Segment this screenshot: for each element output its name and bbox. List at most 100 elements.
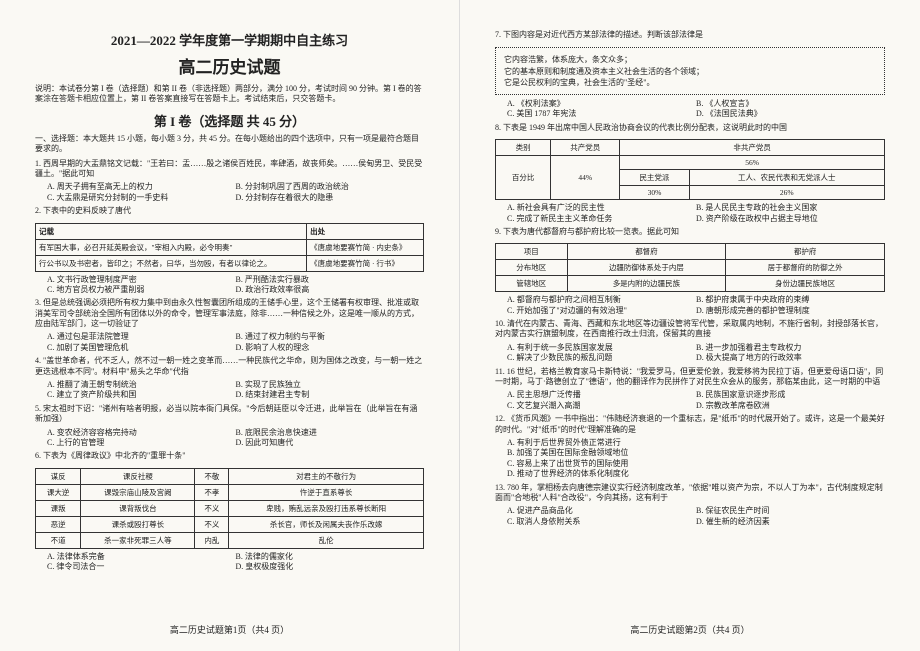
q8: 8. 下表是 1949 年出席中国人民政治协商会议的代表比例分配表，这说明此时的… <box>495 123 885 133</box>
q12d: D. 推动了世界经济的体系化制度化 <box>507 469 885 479</box>
q9-r1c2: 边疆防御体系处于内层 <box>567 260 726 276</box>
q10a: A. 有利于统一多民族国家发展 <box>507 343 696 353</box>
q1b: B. 分封制巩固了西周的政治统治 <box>236 182 425 192</box>
q11c: C. 文艺复兴潮入高潮 <box>507 401 696 411</box>
q6-r3c2: 课杀或殴打尊长 <box>81 516 195 532</box>
q6-table: 谋反课反社稷不敬对君主的不敬行为 课大逆课毁宗庙山陵及宫阙不孝忤逆于直系尊长 课… <box>35 468 424 549</box>
q5d: D. 因此可知唐代 <box>236 438 425 448</box>
q2-h1: 记载 <box>36 223 307 239</box>
q11d: D. 宗教改革席卷欧洲 <box>696 401 885 411</box>
q11: 11. 16 世纪，若格兰教育家马卡斯特说："我爱罗马，但更爱伦敦，我爱移将为民… <box>495 367 885 388</box>
q3: 3. 但是总统强调必须把所有权力集中到由永久性智囊团所组成的王储手心里，这个王储… <box>35 298 424 329</box>
q6b: B. 法律的儒家化 <box>236 552 425 562</box>
q6-r4c1: 不道 <box>36 532 81 548</box>
q7d: D. 《法国民法典》 <box>696 109 885 119</box>
q13d: D. 催生新的经济因素 <box>696 517 885 527</box>
q2d: D. 政治行政效率很高 <box>236 285 425 295</box>
q4c: C. 建立了资产阶级共和国 <box>47 390 236 400</box>
q9-r1c3: 居于都督府的防御之外 <box>726 260 885 276</box>
q5a: A. 变农经济容容格完持动 <box>47 428 236 438</box>
q6-r1c4: 忤逆于直系尊长 <box>229 484 424 500</box>
q9d: D. 唐朝形成完善的都护管理制度 <box>696 306 885 316</box>
q13a: A. 促进产品商品化 <box>507 506 696 516</box>
q12a: A. 有利于后世界贸外债正常进行 <box>507 438 885 448</box>
q8-r1c3: 56% <box>620 156 885 170</box>
q7-box: 它内容浩繁，体系庞大，条文众多； 它的基本原则和制度通及资本主义社会生活的各个领… <box>495 47 885 95</box>
q9b: B. 都护府隶属于中央政府的束缚 <box>696 295 885 305</box>
q8a: A. 新社会具有广泛的民主性 <box>507 203 696 213</box>
q3b: B. 通过了权力制约与平衡 <box>236 332 425 342</box>
q8-h3: 非共产党员 <box>620 140 885 156</box>
q8-options: A. 新社会具有广泛的民主性 B. 是人民民主专政的社会主义国家 C. 完成了新… <box>495 203 885 224</box>
q6-r4c2: 杀一家非死罪三人等 <box>81 532 195 548</box>
q13: 13. 780 年，掌相杨去向唐德宗建议实行经济制度改革，"依据"唯以资产为宗，… <box>495 483 885 504</box>
q10: 10. 清代在内蒙古、青海、西藏和东北地区等边疆设管将军代管，采取属内地制，不施… <box>495 319 885 340</box>
q8-h2: 共产党员 <box>551 140 620 156</box>
q10c: C. 解决了少数民族的叛乱问题 <box>507 353 696 363</box>
q3c: C. 加剧了美国管理危机 <box>47 343 236 353</box>
q9-options: A. 都督府与都护府之间相互制衡 B. 都护府隶属于中央政府的束缚 C. 开始加… <box>495 295 885 316</box>
q4d: D. 结束封建君主专制 <box>236 390 425 400</box>
q5-options: A. 变农经济容容格完持动 B. 底限民余治息快速进 C. 上行的官管理 D. … <box>35 428 424 449</box>
q6-r2c4: 卑贱，贿乱远亲及殴打违系尊长断阳 <box>229 500 424 516</box>
q8c: C. 完成了新民主主义革命任务 <box>507 214 696 224</box>
q6: 6. 下表为《周律政议》中北齐的"重罪十条" <box>35 451 424 461</box>
q9-h2: 都督府 <box>567 244 726 260</box>
q6-h3: 不敬 <box>195 468 229 484</box>
q6a: A. 法律体系完备 <box>47 552 236 562</box>
q3a: A. 通过包是菲法院管理 <box>47 332 236 342</box>
q9-table: 项目都督府都护府 分布地区边疆防御体系处于内层居于都督府的防御之外 管辖地区多是… <box>495 243 885 292</box>
q9-r2c1: 管辖地区 <box>496 276 568 292</box>
page-left: 2021—2022 学年度第一学期期中自主练习 高二历史试题 说明：本试卷分第 … <box>0 0 460 651</box>
q6-r4c4: 乱伦 <box>229 532 424 548</box>
q6-r3c3: 不义 <box>195 516 229 532</box>
q12: 12. 《货币风潮》一书中指出："伟随经济衰退的一个重标志，是"纸币"的时代展开… <box>495 414 885 435</box>
sub-title: 高二历史试题 <box>35 53 424 78</box>
q6-h2: 课反社稷 <box>81 468 195 484</box>
q8-r1c1: 百分比 <box>496 156 551 200</box>
q6-r1c2: 课毁宗庙山陵及宫阙 <box>81 484 195 500</box>
q1a: A. 周天子拥有至高无上的权力 <box>47 182 236 192</box>
footer-left: 高二历史试题第1页（共4 页） <box>35 615 424 636</box>
q8b: B. 是人民民主专政的社会主义国家 <box>696 203 885 213</box>
q2-options: A. 文书行政管理制度严密 B. 严刑酷法实行暴政 C. 地方官员权力被严重削弱… <box>35 275 424 296</box>
q9-h3: 都护府 <box>726 244 885 260</box>
q2-r1c2: 《唐虞地要赛竹简 · 内史条》 <box>307 239 424 255</box>
q8-r3c4: 26% <box>689 186 884 200</box>
q5: 5. 宋太祖时下诏："诸州有啥者明报，必当以院本衙门具保。"今后朝廷臣以令迁进，… <box>35 404 424 425</box>
q6-r4c3: 内乱 <box>195 532 229 548</box>
q8-r1c2: 44% <box>551 156 620 200</box>
q6-options: A. 法律体系完备 B. 法律的儒家化 C. 律令司法合一 D. 皇权极度强化 <box>35 552 424 573</box>
q2: 2. 下表中的史料反映了唐代 <box>35 206 424 216</box>
q6-r3c4: 杀长官，师长及闲属夫丧作乐改嫁 <box>229 516 424 532</box>
q1: 1. 西周早期的大盂鼎铭文记载："王若曰：盂……殷之诸侯百姓民，率肆酒，故丧师矣… <box>35 159 424 180</box>
q13b: B. 保征农民生产时间 <box>696 506 885 516</box>
q11b: B. 民族国家意识逐步形成 <box>696 390 885 400</box>
q7-box3: 它是公民权利的宝典，社会生活的"圣经"。 <box>504 77 876 88</box>
footer-right: 高二历史试题第2页（共4 页） <box>495 615 885 636</box>
q9-r2c3: 身份边疆民族地区 <box>726 276 885 292</box>
q3-options: A. 通过包是菲法院管理 B. 通过了权力制约与平衡 C. 加剧了美国管理危机 … <box>35 332 424 353</box>
q2c: C. 地方官员权力被严重削弱 <box>47 285 236 295</box>
section-intro: 一、选择题：本大题共 15 小题，每小题 3 分，共 45 分。在每小题给出的四… <box>35 134 424 155</box>
q6d: D. 皇权极度强化 <box>236 562 425 572</box>
q9-r1c1: 分布地区 <box>496 260 568 276</box>
q8d: D. 资产阶级在政权中占据主导地位 <box>696 214 885 224</box>
q7: 7. 下图内容是对近代西方某部法律的描述。判断该部法律是 <box>495 30 885 40</box>
q9c: C. 开始加强了"对边疆的有效治理" <box>507 306 696 316</box>
q4b: B. 实现了民族独立 <box>236 380 425 390</box>
q9a: A. 都督府与都护府之间相互制衡 <box>507 295 696 305</box>
q4a: A. 推翻了清王朝专制统治 <box>47 380 236 390</box>
q8-table: 类别共产党员非共产党员 百分比44%56% 民主党派工人、农民代表和无党派人士 … <box>495 139 885 200</box>
q10-options: A. 有利于统一多民族国家发展 B. 进一步加强着君主专政权力 C. 解决了少数… <box>495 343 885 364</box>
q7-box2: 它的基本原则和制度通及资本主义社会生活的各个领域； <box>504 66 876 77</box>
q2a: A. 文书行政管理制度严密 <box>47 275 236 285</box>
q12b: B. 加强了美国在国际金融领域地位 <box>507 448 885 458</box>
q9: 9. 下表为唐代都督府与都护府比较一览表。据此可知 <box>495 227 885 237</box>
q2-r2c1: 行公书以及书密者，皆印之；不然者，曰华，当勿殴，有者以律论之。 <box>36 255 307 271</box>
q5b: B. 底限民余治息快速进 <box>236 428 425 438</box>
q6-h1: 谋反 <box>36 468 81 484</box>
q8-r2c4: 工人、农民代表和无党派人士 <box>689 170 884 186</box>
q1d: D. 分封制存在着很大的隐患 <box>236 193 425 203</box>
q13-options: A. 促进产品商品化 B. 保征农民生产时间 C. 取消人身依附关系 D. 催生… <box>495 506 885 527</box>
